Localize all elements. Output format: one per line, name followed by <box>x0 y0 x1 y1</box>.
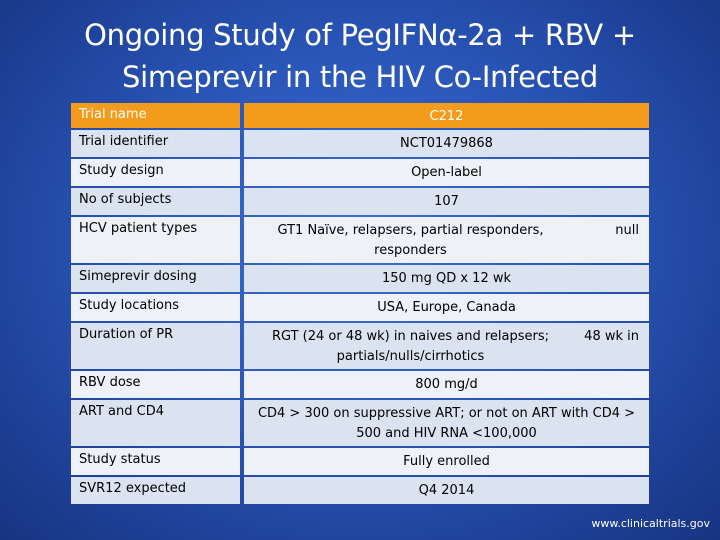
table-row: SVR12 expected Q4 2014 <box>71 477 649 504</box>
title-line-2: Simeprevir in the HIV Co-Infected <box>122 60 598 94</box>
row-label: Duration of PR <box>71 323 240 369</box>
table-row: Study design Open-label <box>71 159 649 186</box>
table-row: Simeprevir dosing 150 mg QD x 12 wk <box>71 265 649 292</box>
table-row: Trial identifier NCT01479868 <box>71 130 649 157</box>
row-label: Study locations <box>71 294 240 321</box>
table-row: RBV dose 800 mg/d <box>71 371 649 398</box>
row-label: RBV dose <box>71 371 240 398</box>
row-value: Open-label <box>244 159 649 186</box>
table-row: ART and CD4 CD4 > 300 on suppressive ART… <box>71 400 649 446</box>
row-value: USA, Europe, Canada <box>244 294 649 321</box>
source-footer: www.clinicaltrials.gov <box>591 517 710 530</box>
table-row: Duration of PR RGT (24 or 48 wk) in naiv… <box>71 323 649 369</box>
slide-title: Ongoing Study of PegIFNα-2a + RBV + Sime… <box>40 14 680 98</box>
row-value: 800 mg/d <box>244 371 649 398</box>
row-label: Study design <box>71 159 240 186</box>
row-value: Fully enrolled <box>244 448 649 475</box>
table-row: No of subjects 107 <box>71 188 649 215</box>
row-value: CD4 > 300 on suppressive ART; or not on … <box>244 400 649 446</box>
row-value: RGT (24 or 48 wk) in naives and relapser… <box>244 323 649 369</box>
row-label: Simeprevir dosing <box>71 265 240 292</box>
row-value-extra: 48 wk in <box>584 329 639 344</box>
table-row: HCV patient types GT1 Naïve, relapsers, … <box>71 217 649 263</box>
table-header-row: Trial name C212 <box>71 103 649 128</box>
row-value: 107 <box>244 188 649 215</box>
title-line-1: Ongoing Study of PegIFNα-2a + RBV + <box>84 18 636 52</box>
row-label: SVR12 expected <box>71 477 240 504</box>
row-label: No of subjects <box>71 188 240 215</box>
row-label: ART and CD4 <box>71 400 240 446</box>
header-label: Trial name <box>71 103 240 128</box>
trial-table: Trial name C212 Trial identifier NCT0147… <box>71 103 649 506</box>
row-value-extra: null <box>615 223 639 238</box>
row-value-text: GT1 Naïve, relapsers, partial responders… <box>277 223 544 258</box>
row-label: HCV patient types <box>71 217 240 263</box>
row-value: GT1 Naïve, relapsers, partial responders… <box>244 217 649 263</box>
table-row: Study locations USA, Europe, Canada <box>71 294 649 321</box>
row-value: Q4 2014 <box>244 477 649 504</box>
table-row: Study status Fully enrolled <box>71 448 649 475</box>
row-value-text: RGT (24 or 48 wk) in naives and relapser… <box>271 329 550 364</box>
row-value: NCT01479868 <box>244 130 649 157</box>
row-value: 150 mg QD x 12 wk <box>244 265 649 292</box>
row-label: Trial identifier <box>71 130 240 157</box>
header-value: C212 <box>244 103 649 128</box>
row-label: Study status <box>71 448 240 475</box>
